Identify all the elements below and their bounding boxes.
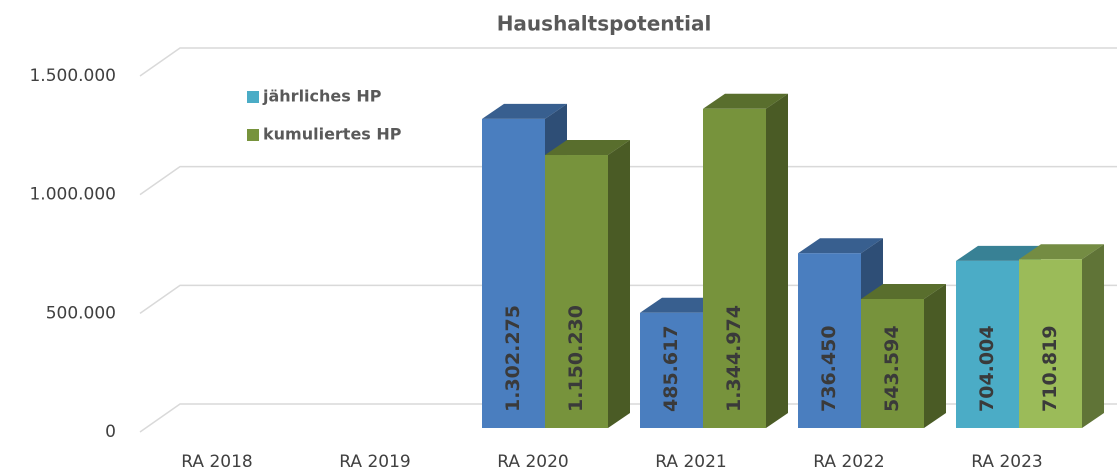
data-label: 485.617 — [660, 325, 682, 412]
legend-label: jährliches HP — [262, 87, 382, 106]
y-tick-label: 0 — [105, 422, 116, 442]
bar — [956, 260, 1019, 428]
legend-swatch — [247, 129, 259, 141]
bar — [482, 118, 545, 429]
data-label: 543.594 — [881, 325, 903, 412]
x-tick-label: RA 2019 — [339, 452, 410, 472]
bar — [640, 312, 703, 428]
bar-side — [766, 93, 788, 428]
bar-top — [798, 238, 883, 254]
bar — [545, 155, 608, 428]
bar-top — [861, 283, 946, 299]
y-tick-label: 1.500.000 — [29, 66, 116, 86]
x-tick-label: RA 2022 — [813, 452, 884, 472]
bar-top — [482, 103, 567, 119]
bar-top — [703, 93, 788, 109]
grid-line — [139, 47, 1117, 77]
bar-side — [1082, 244, 1104, 428]
bar-side — [608, 140, 630, 428]
data-label: 1.150.230 — [565, 305, 587, 412]
bar-side — [924, 283, 946, 428]
bar — [1019, 259, 1082, 428]
bar — [798, 253, 861, 428]
legend-label: kumuliertes HP — [263, 125, 402, 144]
bar-top — [545, 140, 630, 156]
data-label: 704.004 — [976, 325, 998, 412]
grid-line — [139, 165, 1117, 196]
x-tick-label: RA 2020 — [497, 452, 568, 472]
y-tick-label: 1.000.000 — [29, 185, 116, 205]
chart-title: Haushaltspotential — [497, 12, 712, 36]
data-label: 710.819 — [1039, 325, 1061, 412]
bar-top — [1019, 244, 1104, 260]
y-tick-label: 500.000 — [46, 303, 116, 323]
x-tick-label: RA 2021 — [655, 452, 726, 472]
bar-top — [956, 245, 1041, 261]
bar — [861, 298, 924, 428]
bar — [703, 108, 766, 428]
data-label: 1.344.974 — [723, 305, 745, 412]
data-label: 736.450 — [818, 325, 840, 412]
data-label: 1.302.275 — [502, 305, 524, 412]
legend-swatch — [247, 91, 259, 103]
x-tick-label: RA 2018 — [181, 452, 252, 472]
x-tick-label: RA 2023 — [971, 452, 1042, 472]
